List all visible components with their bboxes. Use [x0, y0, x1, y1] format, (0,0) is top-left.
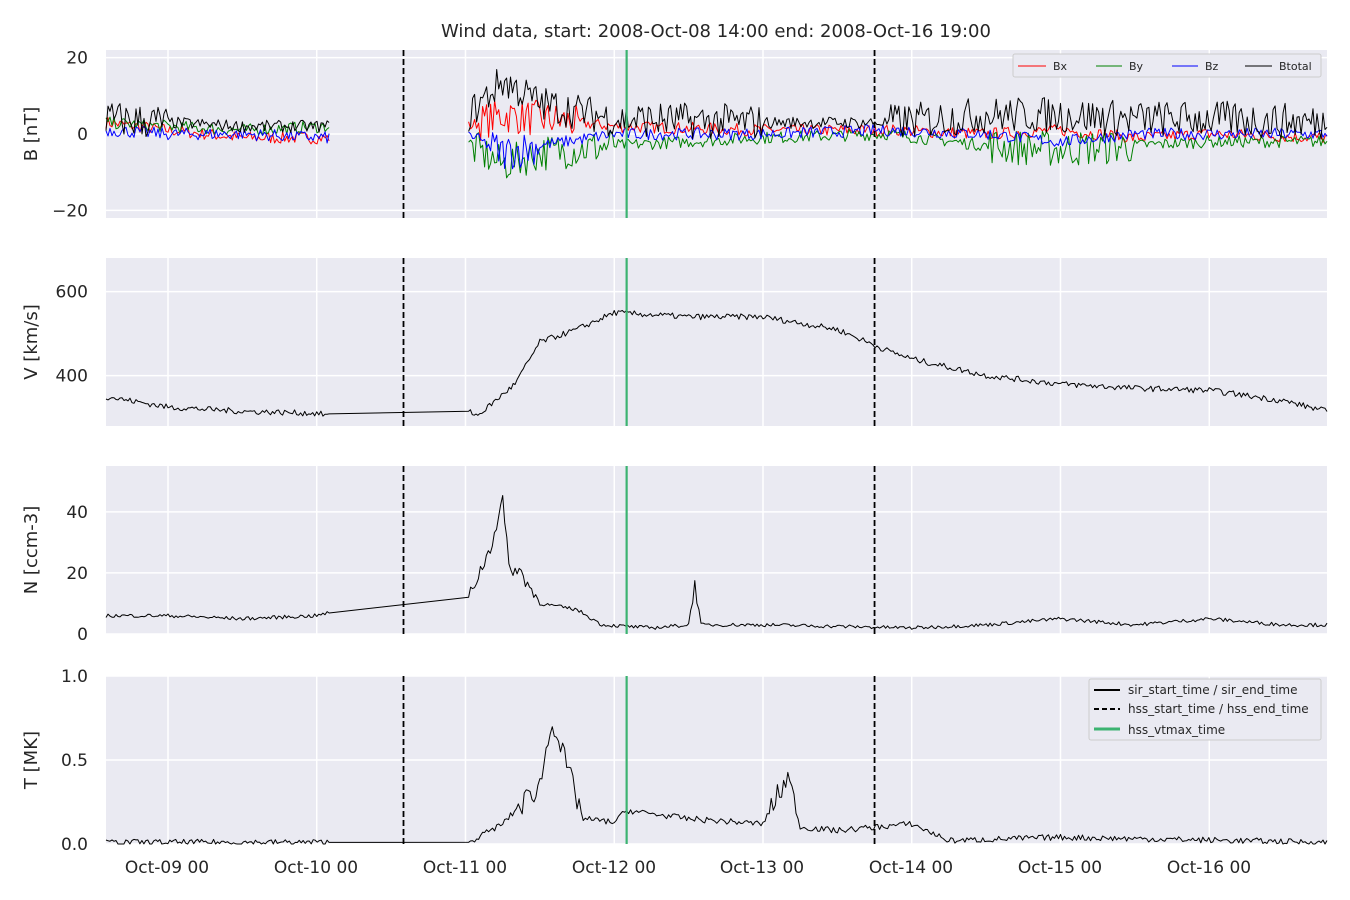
x-tick-label: Oct-11 00 — [423, 858, 507, 878]
y-tick-label: 0 — [77, 125, 88, 145]
y-axis-label: N [ccm-3] — [21, 506, 42, 595]
y-tick-label: 400 — [56, 367, 88, 387]
x-axis: Oct-09 00 Oct-10 00 Oct-11 00 Oct-12 00 … — [125, 858, 1251, 878]
y-tick-label: 20 — [66, 564, 88, 584]
y-tick-label: 40 — [66, 503, 88, 523]
series-line-n — [105, 495, 1328, 630]
y-tick-label: −20 — [52, 201, 88, 221]
event-legend: sir_start_time / sir_end_time hss_start_… — [1088, 678, 1322, 741]
y-axis-label: T [MK] — [21, 731, 42, 790]
series-line-btotal — [105, 103, 330, 137]
series-line-by — [105, 116, 330, 136]
x-tick-label: Oct-09 00 — [125, 858, 209, 878]
y-tick-label: 0 — [77, 625, 88, 645]
b-legend: Bx By Bz Btotal — [1012, 53, 1322, 78]
panel-background — [106, 466, 1327, 634]
panel-background — [106, 258, 1327, 426]
panel-b: −20 0 20 B [nT] — [21, 49, 1328, 221]
legend-label-bx: Bx — [1053, 60, 1068, 73]
y-tick-label: 0.0 — [61, 835, 88, 855]
x-tick-label: Oct-12 00 — [572, 858, 656, 878]
legend-label-hss: hss_start_time / hss_end_time — [1128, 702, 1309, 716]
y-tick-label: 0.5 — [61, 751, 88, 771]
y-tick-label: 20 — [66, 49, 88, 69]
legend-label-sir: sir_start_time / sir_end_time — [1128, 683, 1298, 697]
y-axis-label: V [km/s] — [21, 304, 42, 379]
x-tick-label: Oct-10 00 — [274, 858, 358, 878]
series-line-v — [105, 310, 1328, 417]
legend-label-by: By — [1129, 60, 1144, 73]
figure-title: Wind data, start: 2008-Oct-08 14:00 end:… — [441, 21, 991, 42]
legend-label-vtmax: hss_vtmax_time — [1128, 723, 1225, 737]
series-line-t — [105, 726, 1328, 845]
panel-n: 0 20 40 N [ccm-3] — [21, 466, 1328, 645]
x-tick-label: Oct-16 00 — [1167, 858, 1251, 878]
panel-v: 400 600 V [km/s] — [21, 258, 1328, 426]
y-axis-label: B [nT] — [21, 107, 42, 162]
y-tick-label: 600 — [56, 283, 88, 303]
x-tick-label: Oct-14 00 — [869, 858, 953, 878]
y-tick-label: 1.0 — [61, 667, 88, 687]
legend-label-bz: Bz — [1205, 60, 1219, 73]
legend-label-btotal: Btotal — [1279, 60, 1312, 73]
x-tick-label: Oct-13 00 — [720, 858, 804, 878]
x-tick-label: Oct-15 00 — [1018, 858, 1102, 878]
series-line-bx — [468, 99, 1328, 143]
series-line-btotal — [468, 69, 1328, 140]
